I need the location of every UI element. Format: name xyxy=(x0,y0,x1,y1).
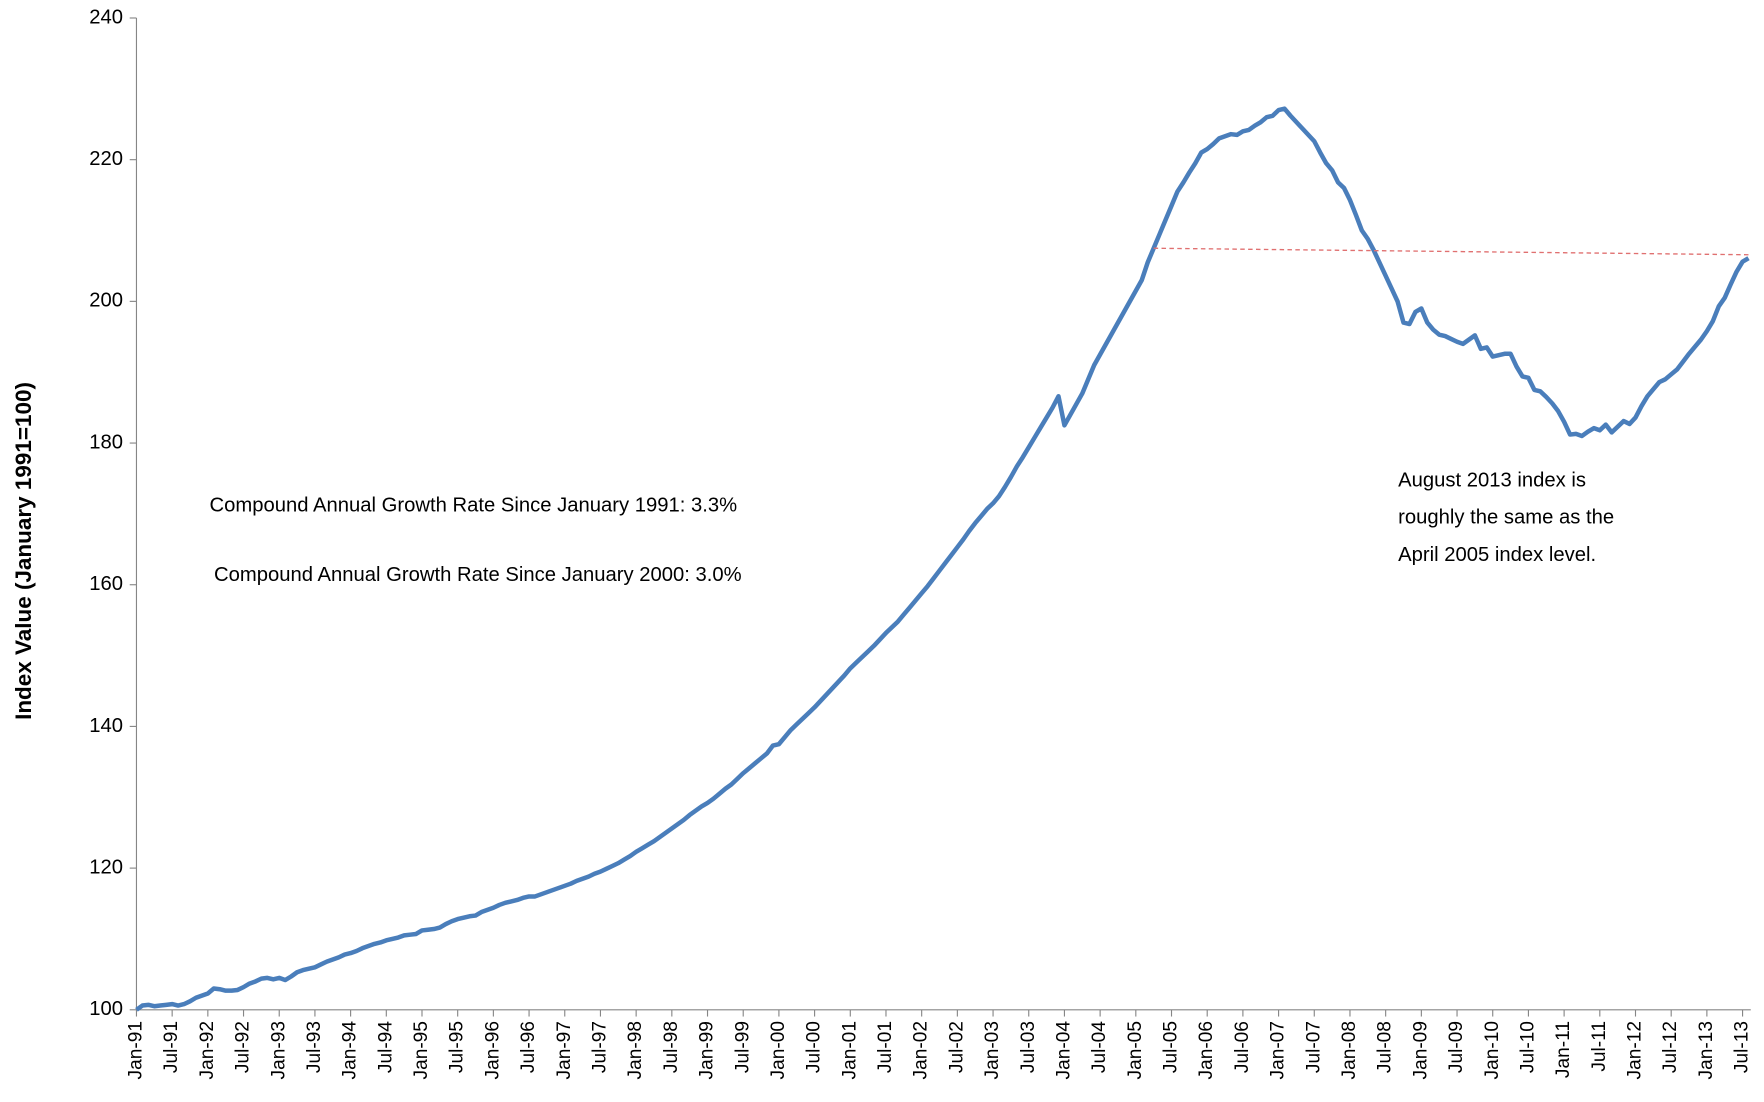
x-tick-label: Jan-94 xyxy=(340,1021,361,1080)
reference-line xyxy=(1153,247,1751,256)
x-tick-label: Jan-09 xyxy=(1410,1021,1431,1079)
annotation: Compound Annual Growth Rate Since Januar… xyxy=(214,564,742,586)
y-tick-label: 200 xyxy=(89,290,123,312)
x-tick-label: Jul-96 xyxy=(518,1021,539,1073)
x-tick-label: Jan-03 xyxy=(982,1021,1003,1079)
x-tick-label: Jul-08 xyxy=(1375,1021,1396,1073)
x-tick-label: Jan-07 xyxy=(1268,1021,1289,1079)
x-tick-label: Jan-93 xyxy=(268,1021,289,1079)
y-tick-label: 180 xyxy=(89,431,123,453)
x-tick-label: Jan-97 xyxy=(554,1021,575,1079)
x-tick-label: Jul-07 xyxy=(1303,1021,1324,1073)
x-tick-label: Jul-95 xyxy=(447,1021,468,1073)
x-tick-label: Jul-05 xyxy=(1161,1021,1182,1073)
y-tick-label: 100 xyxy=(89,998,123,1020)
x-tick-label: Jan-00 xyxy=(768,1021,789,1079)
x-tick-label: Jul-94 xyxy=(375,1021,396,1073)
x-tick-label: Jan-06 xyxy=(1196,1021,1217,1079)
x-tick-label: Jul-97 xyxy=(589,1021,610,1073)
y-tick-label: 240 xyxy=(89,6,123,28)
annotation: August 2013 index is xyxy=(1398,470,1586,492)
x-tick-label: Jan-99 xyxy=(697,1021,718,1079)
x-tick-label: Jan-12 xyxy=(1625,1021,1646,1079)
x-tick-label: Jul-91 xyxy=(161,1021,182,1073)
x-tick-label: Jan-91 xyxy=(126,1021,147,1079)
x-tick-label: Jan-95 xyxy=(411,1021,432,1079)
x-tick-label: Jul-09 xyxy=(1446,1021,1467,1073)
x-tick-label: Jul-12 xyxy=(1660,1021,1681,1073)
annotation: Compound Annual Growth Rate Since Januar… xyxy=(210,494,738,516)
x-tick-label: Jan-11 xyxy=(1553,1021,1574,1078)
line-series xyxy=(135,106,1750,1012)
y-tick-label: 140 xyxy=(89,715,123,737)
x-tick-label: Jul-99 xyxy=(732,1021,753,1073)
y-tick-label: 220 xyxy=(89,148,123,170)
x-tick-label: Jul-98 xyxy=(661,1021,682,1073)
x-tick-label: Jan-10 xyxy=(1482,1021,1503,1079)
annotation: roughly the same as the xyxy=(1398,507,1614,529)
annotation: April 2005 index level. xyxy=(1398,544,1596,566)
x-tick-label: Jul-06 xyxy=(1232,1021,1253,1073)
x-tick-label: Jul-02 xyxy=(946,1021,967,1073)
x-tick-label: Jan-13 xyxy=(1696,1021,1717,1079)
x-tick-label: Jan-02 xyxy=(911,1021,932,1079)
x-tick-label: Jul-13 xyxy=(1732,1021,1753,1073)
x-tick-label: Jul-93 xyxy=(304,1021,325,1073)
x-tick-label: Jan-05 xyxy=(1125,1021,1146,1079)
x-tick-label: Jul-00 xyxy=(804,1021,825,1073)
x-tick-label: Jul-03 xyxy=(1018,1021,1039,1073)
x-tick-label: Jan-04 xyxy=(1053,1021,1074,1080)
x-tick-label: Jul-04 xyxy=(1089,1021,1110,1073)
x-tick-label: Jan-08 xyxy=(1339,1021,1360,1079)
y-axis-title: Index Value (January 1991=100) xyxy=(11,382,36,720)
x-tick-label: Jul-11 xyxy=(1589,1021,1610,1072)
x-tick-label: Jan-98 xyxy=(625,1021,646,1079)
x-tick-label: Jul-10 xyxy=(1517,1021,1538,1073)
x-tick-label: Jul-92 xyxy=(233,1021,254,1073)
x-tick-label: Jan-92 xyxy=(197,1021,218,1079)
x-tick-label: Jan-01 xyxy=(839,1021,860,1079)
y-tick-label: 160 xyxy=(89,573,123,595)
y-tick-label: 120 xyxy=(89,856,123,878)
x-tick-label: Jul-01 xyxy=(875,1021,896,1073)
x-tick-label: Jan-96 xyxy=(482,1021,503,1079)
